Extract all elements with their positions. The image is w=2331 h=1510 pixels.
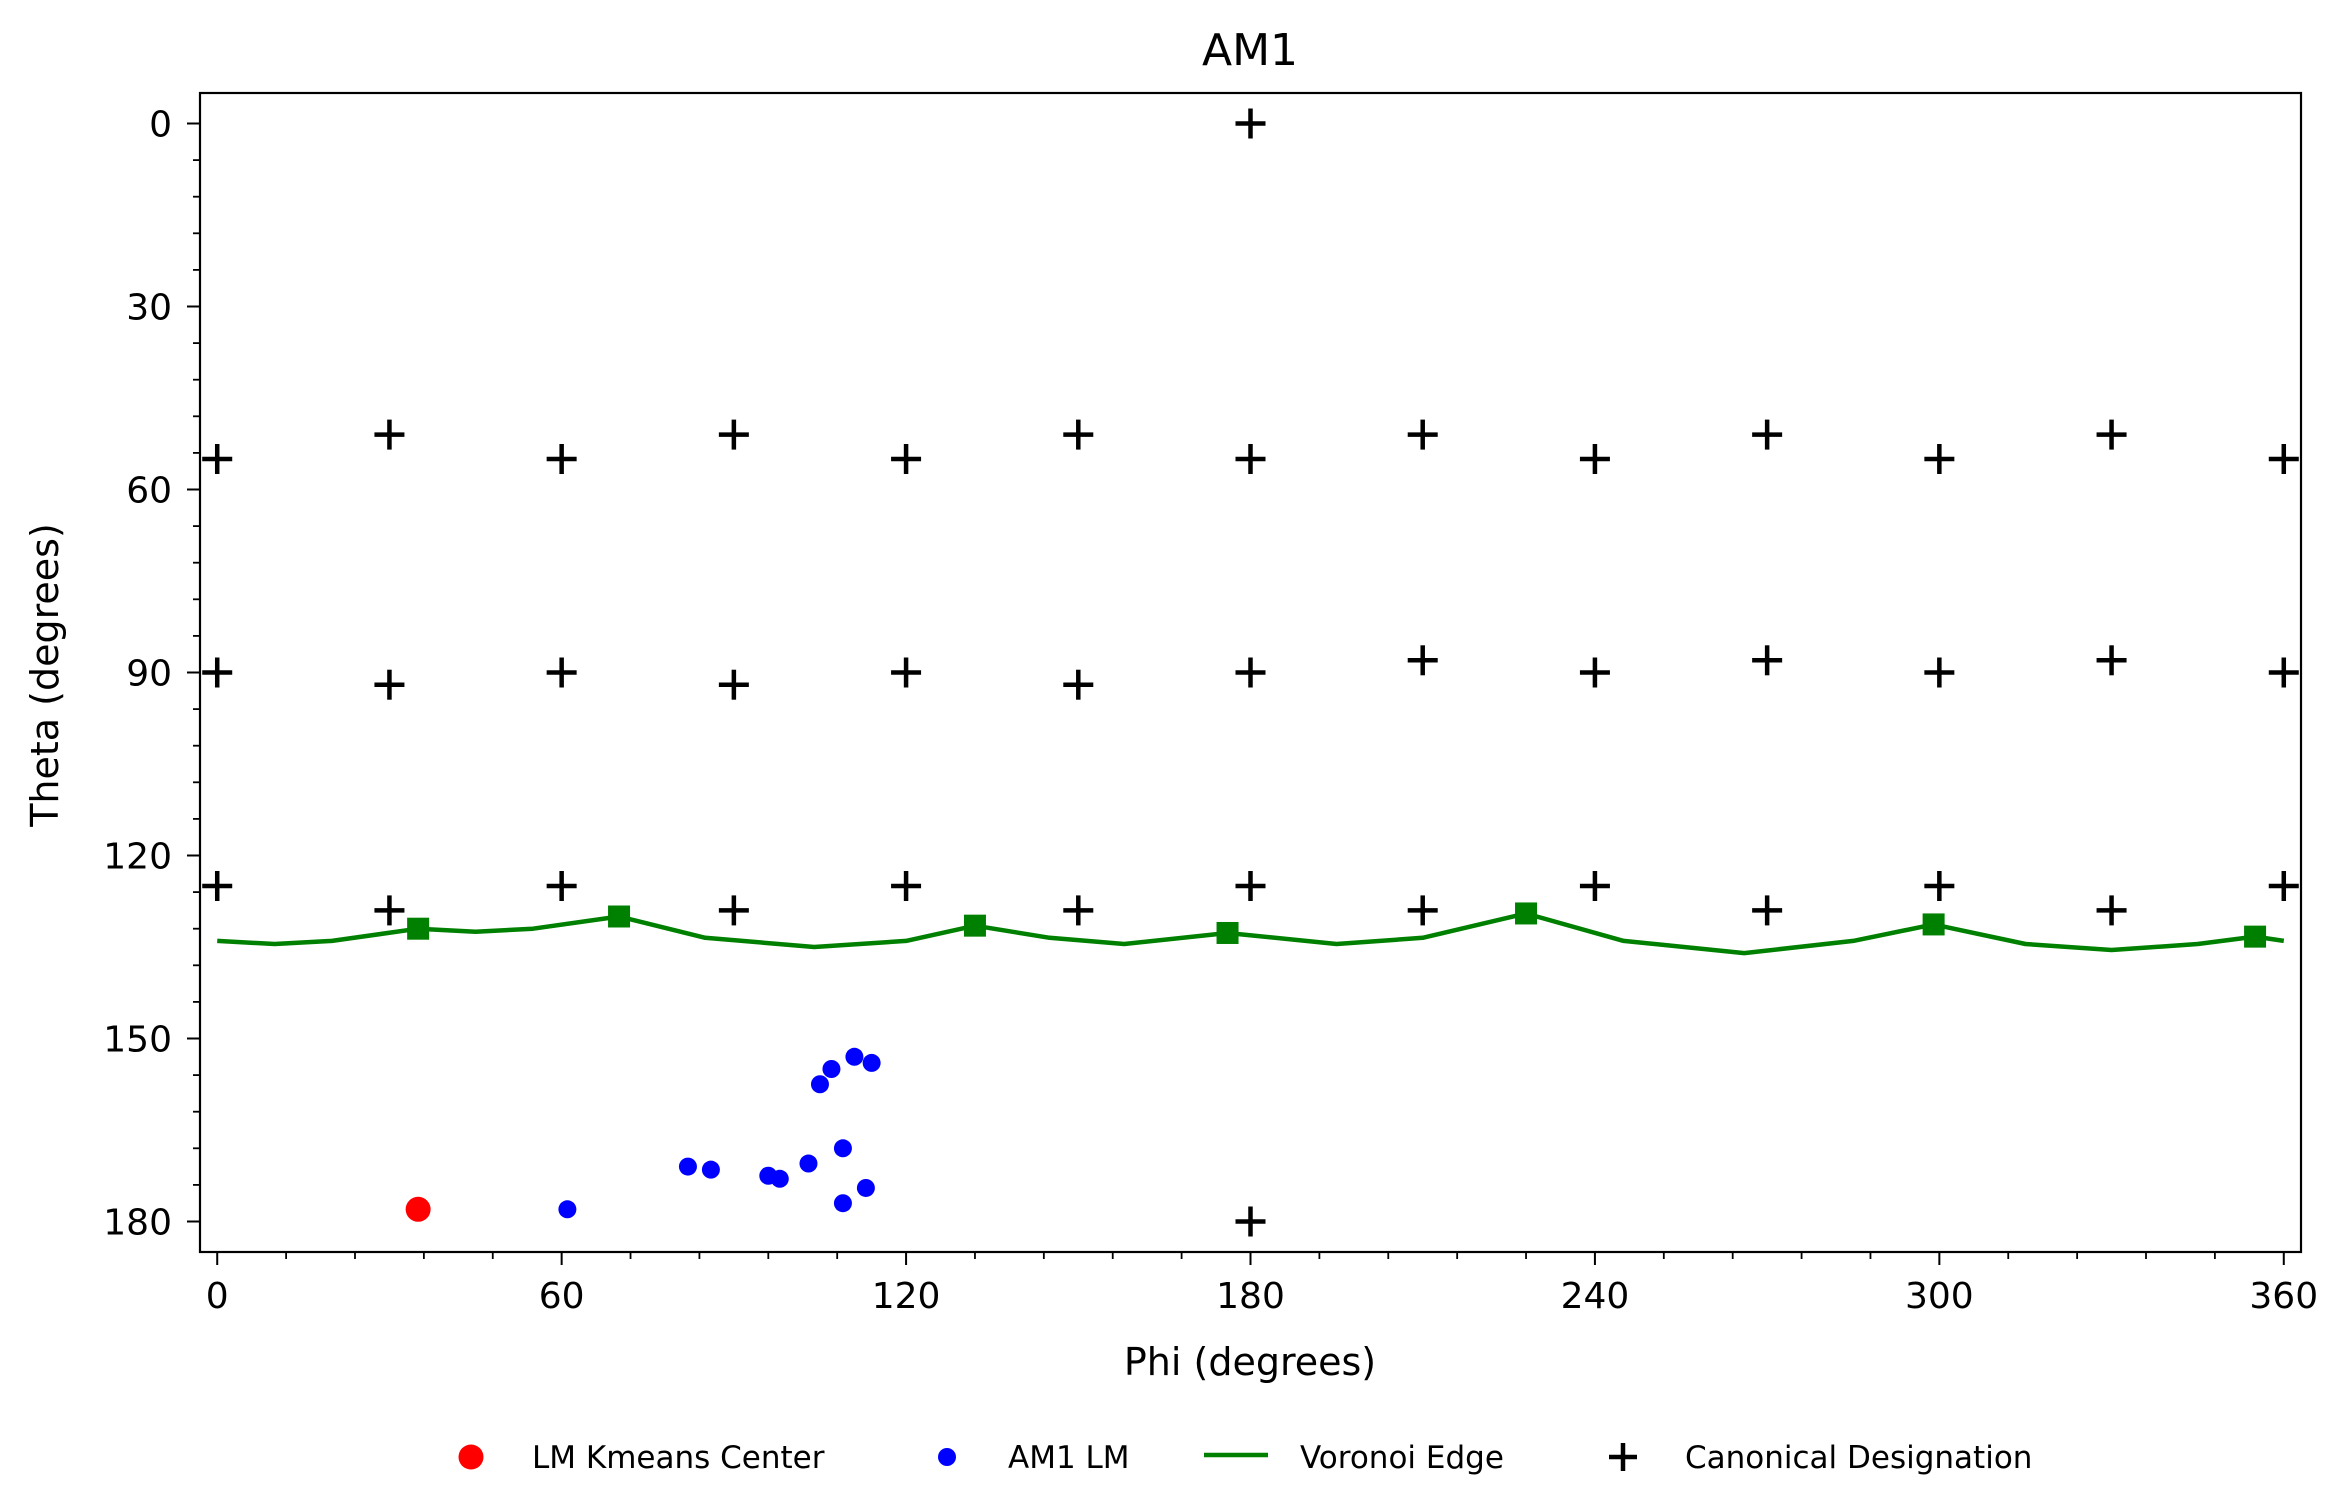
canonical-designation-point bbox=[1752, 645, 1783, 676]
canonical-designation-point bbox=[202, 871, 233, 901]
canonical-designation-point bbox=[1752, 419, 1783, 450]
am1-lm-point bbox=[856, 1178, 875, 1197]
canonical-designation-point bbox=[546, 444, 577, 474]
canonical-designation-point bbox=[2268, 657, 2299, 688]
am1-lm-point bbox=[558, 1200, 577, 1219]
legend-label: LM Kmeans Center bbox=[532, 1440, 825, 1476]
legend-entry: Canonical Designation bbox=[1609, 1440, 2032, 1476]
canonical-designation-point bbox=[1063, 419, 1094, 450]
legend-circle-swatch bbox=[458, 1444, 484, 1470]
am1-lm-point bbox=[701, 1160, 720, 1179]
am1-lm-point bbox=[862, 1053, 881, 1072]
axes: 0 60 120 180 240 300 360 0 30 60 90 120 150 180 bbox=[103, 91, 2318, 1317]
canonical-designation-point bbox=[202, 657, 233, 688]
canonical-designation-point bbox=[546, 871, 577, 901]
canonical-designation-point bbox=[1063, 669, 1094, 700]
y-axis-label: Theta (degrees) bbox=[23, 523, 67, 828]
y-tick-label: 180 bbox=[103, 1203, 172, 1244]
y-tick-label: 90 bbox=[126, 654, 172, 695]
canonical-designation-point bbox=[2268, 444, 2299, 474]
canonical-designation-point bbox=[1924, 444, 1955, 474]
legend-entry: Voronoi Edge bbox=[1204, 1440, 1504, 1476]
am1-lm-point bbox=[845, 1047, 864, 1066]
canonical-designation-point bbox=[202, 444, 233, 474]
voronoi-vertex-marker bbox=[963, 914, 986, 937]
canonical-designation-point bbox=[374, 669, 405, 700]
am1-lm-point bbox=[810, 1075, 829, 1094]
canonical-designation-point bbox=[1235, 1206, 1266, 1237]
x-tick-label: 0 bbox=[206, 1276, 229, 1317]
x-axis-label: Phi (degrees) bbox=[1124, 1340, 1376, 1384]
canonical-designation-point bbox=[546, 657, 577, 688]
am1-lm-point bbox=[822, 1060, 841, 1078]
canonical-designation-point bbox=[1924, 871, 1955, 901]
legend-entry: AM1 LM bbox=[938, 1440, 1130, 1476]
canonical-designation-point bbox=[1924, 657, 1955, 688]
legend: LM Kmeans Center AM1 LM Voronoi Edge Canoni… bbox=[458, 1440, 2032, 1476]
am1-lm-point bbox=[833, 1194, 852, 1213]
canonical-designation-point bbox=[1407, 419, 1438, 450]
canonical-designation-point bbox=[1579, 871, 1610, 901]
y-tick-label: 120 bbox=[103, 837, 172, 878]
voronoi-edge-line bbox=[217, 911, 2285, 956]
canonical-designation-point bbox=[1752, 895, 1783, 926]
x-tick-label: 60 bbox=[539, 1276, 585, 1317]
kmeans-center-point bbox=[405, 1196, 431, 1222]
canonical-designation-point bbox=[718, 895, 749, 926]
y-tick-label: 150 bbox=[103, 1020, 172, 1061]
canonical-designation-point bbox=[1235, 871, 1266, 901]
canonical-designation-point bbox=[2268, 871, 2299, 901]
canonical-designation-point bbox=[1407, 645, 1438, 676]
canonical-designation-point bbox=[1235, 657, 1266, 688]
x-tick-label: 240 bbox=[1561, 1276, 1630, 1317]
y-tick-label: 0 bbox=[149, 105, 172, 146]
plot-marks bbox=[202, 108, 2299, 1237]
legend-plus-swatch bbox=[1609, 1443, 1637, 1471]
canonical-designation-point bbox=[2096, 645, 2127, 676]
x-tick-label: 120 bbox=[872, 1276, 941, 1317]
canonical-designation-point bbox=[891, 657, 922, 688]
am1-lm-point bbox=[770, 1169, 789, 1188]
canonical-designation-point bbox=[718, 419, 749, 450]
voronoi-vertex-marker bbox=[407, 917, 430, 940]
voronoi-vertex-marker bbox=[1515, 902, 1538, 925]
canonical-designation-point bbox=[1235, 444, 1266, 474]
chart-title: AM1 bbox=[1202, 25, 1298, 76]
voronoi-vertex-marker bbox=[1216, 921, 1239, 944]
canonical-designation-point bbox=[1235, 108, 1266, 139]
voronoi-vertex-marker bbox=[1922, 913, 1945, 936]
voronoi-vertex-marker bbox=[608, 905, 631, 928]
x-tick-label: 360 bbox=[2249, 1276, 2318, 1317]
x-tick-label: 180 bbox=[1216, 1276, 1285, 1317]
legend-entry: LM Kmeans Center bbox=[458, 1440, 825, 1476]
am1-lm-point bbox=[833, 1139, 852, 1158]
canonical-designation-point bbox=[1063, 895, 1094, 926]
canonical-designation-point bbox=[2096, 895, 2127, 926]
canonical-designation-point bbox=[1579, 657, 1610, 688]
canonical-designation-point bbox=[1407, 895, 1438, 926]
canonical-designation-point bbox=[718, 669, 749, 700]
canonical-designation-point bbox=[1579, 444, 1610, 474]
legend-label: Canonical Designation bbox=[1685, 1440, 2032, 1476]
legend-label: AM1 LM bbox=[1008, 1440, 1130, 1476]
canonical-designation-point bbox=[2096, 419, 2127, 450]
y-tick-label: 60 bbox=[126, 471, 172, 512]
legend-circle-swatch bbox=[938, 1448, 956, 1466]
canonical-designation-point bbox=[374, 895, 405, 926]
legend-label: Voronoi Edge bbox=[1300, 1440, 1504, 1476]
canonical-designation-point bbox=[374, 419, 405, 450]
am1-lm-point bbox=[678, 1157, 697, 1176]
am1-lm-point bbox=[799, 1154, 818, 1173]
voronoi-vertex-marker bbox=[2244, 925, 2267, 948]
canonical-designation-point bbox=[891, 871, 922, 901]
canonical-designation-point bbox=[891, 444, 922, 474]
y-tick-label: 30 bbox=[126, 288, 172, 329]
x-tick-label: 300 bbox=[1905, 1276, 1974, 1317]
